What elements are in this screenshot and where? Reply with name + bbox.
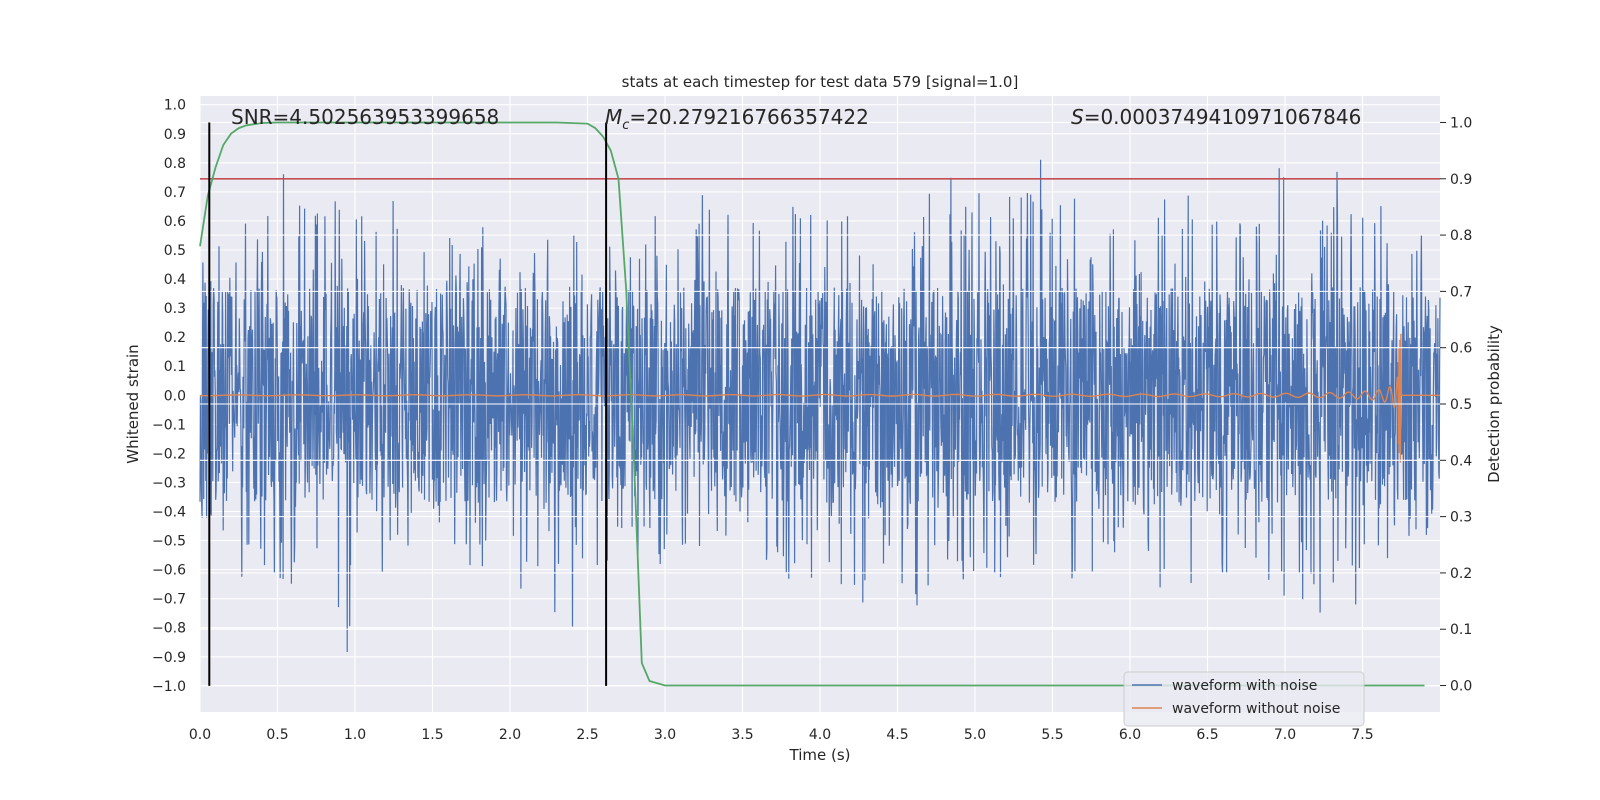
y-right-tick-label: 0.5 [1450,397,1472,413]
s-annotation: S=0.0003749410971067846 [1071,105,1361,129]
x-tick-label: 4.0 [809,727,831,743]
x-tick-label: 3.5 [731,727,753,743]
series-waveform-without-noise [200,333,1440,463]
y-left-tick-label: −0.9 [152,650,186,666]
x-tick-label: 5.5 [1041,727,1063,743]
s-value: =0.0003749410971067846 [1084,105,1362,129]
x-tick-label: 6.0 [1119,727,1141,743]
y-left-tick-label: 0.5 [164,243,186,259]
y-right-tick-label: 0.8 [1450,228,1472,244]
series-waveform-with-noise [199,159,1441,653]
chirp-mass-subscript: c [622,118,629,133]
probability-layer [199,121,1440,687]
x-tick-label: 0.5 [266,727,288,743]
y-right-tick-label: 0.7 [1450,284,1472,300]
y-left-tick-label: 0.0 [164,388,186,404]
y-left-tick-label: 0.1 [164,359,186,375]
y-right-axis-label: Detection probability [1485,325,1503,483]
legend: waveform with noise waveform without noi… [1123,671,1365,727]
chirp-mass-annotation: Mc=20.279216766357422 [605,105,869,133]
x-tick-label: 6.5 [1196,727,1218,743]
x-tick-label: 1.0 [344,727,366,743]
x-tick-label: 7.0 [1274,727,1296,743]
y-left-tick-label: −1.0 [152,679,186,695]
x-tick-label: 2.5 [576,727,598,743]
x-axis-label: Time (s) [789,746,851,764]
y-left-tick-label: −0.3 [152,475,186,491]
y-right-tick-label: 0.1 [1450,622,1472,638]
y-left-axis-ticks: 1.0 0.9 0.8 0.7 0.6 0.5 0.4 0.3 0.2 0.1 0.0 −0.1 −0.… [152,98,186,695]
y-left-tick-label: 0.6 [164,214,186,230]
chirp-mass-value: =20.279216766357422 [629,105,868,129]
y-left-tick-label: 0.7 [164,185,186,201]
legend-label-noise: waveform with noise [1172,678,1317,694]
series-detection-probability [199,121,1425,687]
x-tick-label: 3.0 [654,727,676,743]
y-left-tick-label: 0.4 [164,272,186,288]
y-right-axis-ticks: 1.0 0.9 0.8 0.7 0.6 0.5 0.4 0.3 0.2 0.1 0.0 [1440,115,1472,695]
x-tick-label: 5.0 [964,727,986,743]
y-left-tick-label: 0.3 [164,301,186,317]
y-right-tick-label: 0.0 [1450,679,1472,695]
y-right-tick-label: 0.6 [1450,341,1472,357]
x-tick-label: 7.5 [1351,727,1373,743]
x-tick-label: 4.5 [886,727,908,743]
y-right-tick-label: 1.0 [1450,115,1472,131]
y-right-tick-label: 0.3 [1450,510,1472,526]
y-left-tick-label: −0.2 [152,446,186,462]
snr-annotation: SNR=4.502563953399658 [231,105,499,129]
y-right-tick-label: 0.9 [1450,172,1472,188]
y-right-tick-label: 0.2 [1450,566,1472,582]
y-left-tick-label: −0.1 [152,417,186,433]
x-tick-label: 0.0 [189,727,211,743]
y-left-tick-label: 0.8 [164,156,186,172]
y-left-tick-label: −0.8 [152,621,186,637]
y-left-tick-label: −0.5 [152,534,186,550]
y-left-axis-label: Whitened strain [124,344,142,463]
y-left-tick-label: 1.0 [164,98,186,114]
chirp-mass-symbol: M [605,105,622,129]
y-left-tick-label: −0.6 [152,563,186,579]
y-left-tick-label: 0.9 [164,127,186,143]
chart-title: stats at each timestep for test data 579… [622,73,1019,91]
signal-layer [199,159,1441,653]
y-left-tick-label: −0.4 [152,505,186,521]
y-left-tick-label: 0.2 [164,330,186,346]
y-left-tick-label: −0.7 [152,592,186,608]
x-axis-ticks: 0.0 0.5 1.0 1.5 2.0 2.5 3.0 3.5 4.0 4.5 5.0 5.5 6.0 6… [189,727,1374,743]
s-symbol: S [1071,105,1084,129]
y-right-tick-label: 0.4 [1450,453,1472,469]
legend-label-clean: waveform without noise [1172,701,1340,717]
x-tick-label: 2.0 [499,727,521,743]
legend-box [1123,671,1365,727]
x-tick-label: 1.5 [421,727,443,743]
